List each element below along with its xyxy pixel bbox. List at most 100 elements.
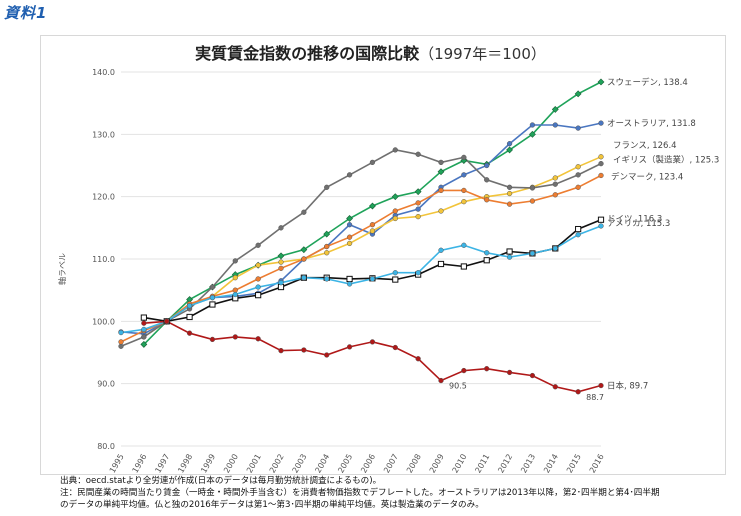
series-3-point-2013 [529,185,536,191]
series-3-line [120,149,602,348]
series-1-end-label: オーストラリア, 131.8 [607,119,696,129]
series-3-point-2010 [461,154,467,161]
series-6-point-2016 [598,223,604,229]
series-5-point-1999 [209,301,216,308]
series-6-point-2014 [552,245,558,252]
series-2-point-2014 [552,175,558,181]
series-5-point-2010 [460,263,467,270]
series-7-point-2010 [461,367,467,374]
series-4-point-2000 [232,287,238,293]
series-5-point-2007 [392,276,399,283]
series-1-point-2012 [506,141,513,147]
series-4-point-2015 [575,184,581,190]
series-6-point-2008 [415,270,421,276]
x-tick-label: 2003 [291,453,309,475]
x-tick-label: 2004 [313,453,331,475]
x-tick-label: 2012 [496,453,514,475]
document-badge: 資料1 [4,4,48,22]
series-6-point-2012 [506,254,513,260]
series-0-point-2007 [391,193,399,201]
series-4-point-2002 [278,265,284,272]
series-3-point-2002 [278,225,284,231]
y-tick-label: 120.0 [92,193,115,202]
x-tick-label: 2014 [542,453,560,475]
series-2-line [143,156,602,338]
y-tick-label: 140.0 [92,68,115,77]
x-tick-label: 1998 [176,453,194,475]
x-tick-label: 1996 [131,453,149,475]
series-7-point-1996 [141,320,147,326]
y-tick-label: 110.0 [92,255,115,264]
series-0-point-2014 [551,105,559,113]
series-7-point-2012 [506,369,513,376]
x-tick-label: 2006 [359,453,377,475]
series-0-point-2016 [597,78,605,86]
x-tick-label: 2008 [405,453,423,475]
series-0-point-2012 [506,146,513,154]
series-7-point-2014 [552,384,558,390]
series-4-point-2010 [461,187,467,194]
series-3-point-2015 [575,172,581,178]
series-5-point-2015 [575,225,582,233]
series-0-point-2004 [323,230,331,238]
series-0-end-label: スウェーデン, 138.4 [607,77,688,88]
x-tick-label: 2005 [336,453,354,475]
x-axis-ticks: 1995 1996 1997 1998 1999 2000 2001 2002 2003 2004… [108,453,606,475]
series-2-point-2015 [575,164,581,170]
series-2-point-2010 [461,199,467,205]
series-0-point-2013 [529,130,536,138]
series-6-point-2007 [392,270,398,276]
series-6-point-2010 [461,242,467,248]
series-6-point-2006 [369,276,376,282]
series-4-point-2007 [392,208,398,214]
series-3-point-2007 [392,147,398,153]
series-0-point-2003 [300,246,308,254]
series-2-point-2005 [346,240,353,247]
series-1-point-2010 [461,172,467,178]
series-1-point-2016 [598,120,604,126]
series-2-point-2007 [392,215,398,222]
series-0-point-2010 [460,157,468,164]
series-6-point-2004 [324,276,330,282]
series-5-point-2016 [597,216,605,223]
source-notes: 出典：oecd.statより全労連が作成(日本のデータは毎月勤労統計調査によるも… [60,475,735,511]
series-0-point-2015 [574,90,582,98]
series-4-end-label: デンマーク, 123.4 [611,171,683,182]
series-1-point-2013 [529,122,536,128]
series-6-point-2015 [575,232,581,238]
series-4-point-2013 [529,198,536,204]
chart-frame: 80.0 90.0 100.0 110.0 120.0 130.0 140.0 1995 19… [40,35,726,475]
series-6-point-2003 [301,275,307,281]
series-lines [120,81,602,393]
x-tick-label: 1999 [199,453,217,475]
series-6-point-2005 [346,281,353,287]
x-tick-label: 2010 [451,453,469,475]
x-tick-label: 2002 [268,453,286,475]
note-source: 出典：oecd.statより全労連が作成(日本のデータは毎月勤労統計調査によるも… [60,476,382,486]
series-5-point-1996 [140,314,147,321]
x-tick-label: 2001 [245,453,263,475]
series-7-point-1997 [164,318,170,324]
y-tick-label: 90.0 [97,380,115,389]
series-4-point-2005 [346,234,353,240]
series-4-point-2012 [506,201,513,207]
y-axis-label: 軸ラベル [57,253,67,285]
series-2-point-2009 [438,208,444,214]
series-1-point-2008 [415,206,421,212]
series-6-point-2001 [255,284,261,290]
series-7-point-2002 [278,347,284,354]
series-5-point-2001 [255,292,262,299]
series-4-point-2001 [255,276,261,282]
series-markers [118,78,605,395]
series-2-point-2006 [369,228,376,234]
series-3-point-2011 [484,177,490,183]
series-7-point-1999 [209,336,216,343]
y-tick-label: 130.0 [92,130,115,139]
series-0-point-2006 [369,202,376,210]
x-tick-label: 2016 [588,453,606,475]
x-tick-label: 2013 [519,453,537,475]
series-3-point-2005 [346,172,353,178]
series-7-point-2006 [369,339,376,345]
